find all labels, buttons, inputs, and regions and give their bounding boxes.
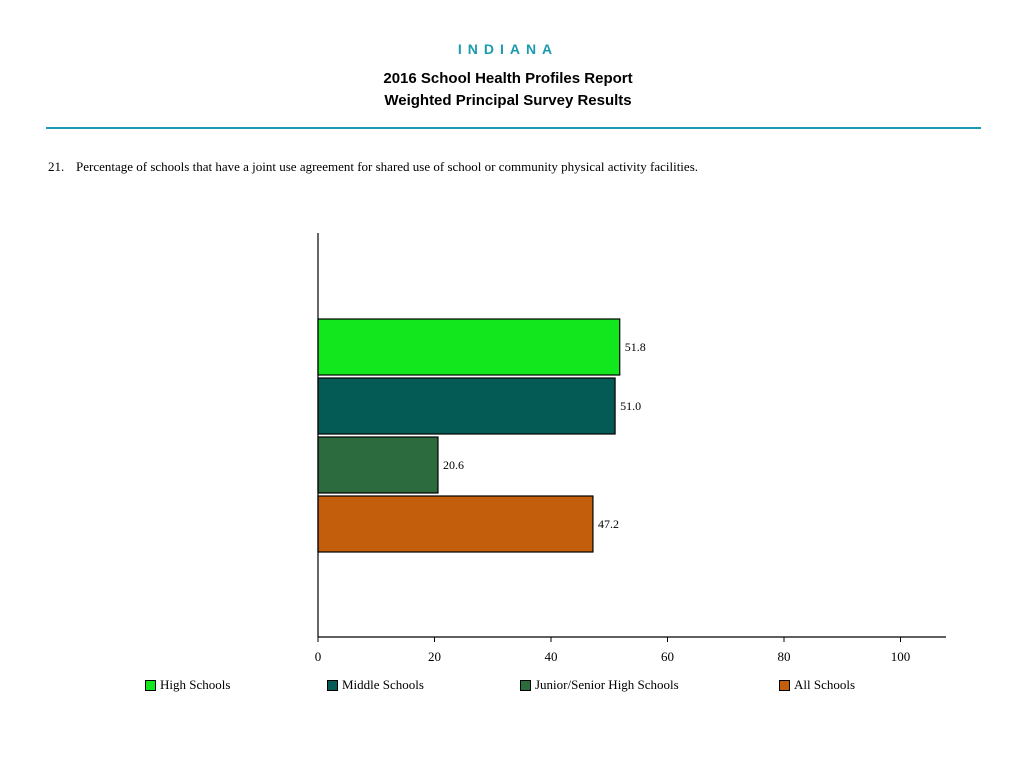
legend-swatch [327, 679, 338, 691]
legend-swatch [779, 679, 790, 691]
bar [317, 495, 594, 553]
report-title: 2016 School Health Profiles Report [383, 70, 633, 87]
legend-label: High Schools [160, 677, 231, 692]
x-tick-label: 60 [661, 649, 674, 664]
state-name: INDIANA [457, 41, 559, 57]
bar-value-label: 51.8 [625, 340, 646, 354]
legend-label: Middle Schools [342, 677, 424, 692]
x-tick-label: 20 [428, 649, 441, 664]
legend-item: High Schools [145, 677, 230, 693]
report-subtitle: Weighted Principal Survey Results [384, 92, 632, 109]
x-tick-label: 80 [778, 649, 791, 664]
legend-label: Junior/Senior High Schools [535, 677, 679, 692]
question: 21. Percentage of schools that have a joi… [48, 159, 698, 175]
bar-value-label: 47.2 [598, 517, 619, 531]
x-tick-label: 40 [545, 649, 558, 664]
x-tick-label: 100 [891, 649, 911, 664]
question-text: Percentage of schools that have a joint … [76, 159, 699, 174]
legend-swatch [145, 679, 156, 691]
legend-item: Middle Schools [327, 677, 424, 693]
legend-item: Junior/Senior High Schools [520, 677, 679, 693]
bar-value-label: 20.6 [443, 458, 464, 472]
bar [317, 436, 439, 494]
legend-label: All Schools [794, 677, 856, 692]
x-tick-label: 0 [315, 649, 322, 664]
bar-value-label: 51.0 [620, 399, 641, 413]
bar [317, 377, 616, 435]
bar [317, 318, 621, 376]
header-divider [46, 127, 981, 129]
legend-item: All Schools [779, 677, 855, 693]
legend-swatch [520, 679, 531, 691]
question-number: 21. [48, 159, 65, 174]
